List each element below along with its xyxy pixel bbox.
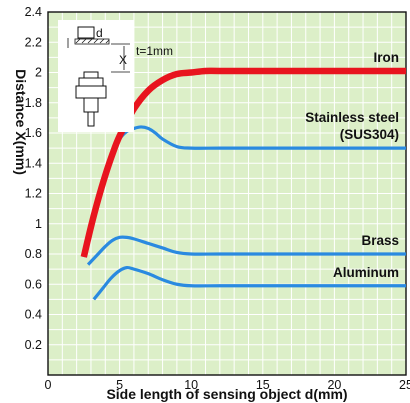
x-tick-label: 5 — [116, 378, 123, 392]
y-axis-title: Distance X(mm) — [13, 69, 29, 175]
y-tick-label: 0.8 — [25, 247, 42, 261]
inset-t-label: t=1mm — [136, 44, 173, 58]
x-tick-label: 10 — [184, 378, 198, 392]
y-tick-label: 1.6 — [25, 126, 42, 140]
series-label: Brass — [361, 233, 399, 248]
x-tick-labels: 0 5 10 15 20 25 — [45, 378, 410, 392]
x-tick-label: 0 — [45, 378, 52, 392]
y-tick-label: 2.2 — [25, 35, 42, 49]
inset-d-label: d — [96, 26, 103, 40]
sensor-inset-diagram: d X t=1mm — [58, 20, 173, 132]
sensor-cable-icon — [87, 111, 95, 127]
x-tick-label: 15 — [256, 378, 270, 392]
y-tick-label: 0.6 — [25, 277, 42, 291]
series-label: (SUS304) — [340, 127, 399, 142]
series-label: Aluminum — [333, 265, 399, 280]
x-tick-label: 20 — [327, 378, 341, 392]
x-tick-label: 25 — [399, 378, 410, 392]
series-line-iron — [80, 67, 406, 258]
plot-frame — [47, 11, 407, 376]
sensor-head-icon — [83, 71, 99, 79]
y-tick-label: 0.2 — [25, 338, 42, 352]
y-tick-labels: 0.2 0.4 0.6 0.8 1 1.2 1.4 1.6 1.8 2 2.2 2.4 — [25, 5, 42, 352]
y-tick-label: 1 — [35, 217, 42, 231]
inset-x-label: X — [119, 53, 127, 67]
y-tick-label: 2.4 — [25, 5, 42, 19]
series-label: Stainless steel — [305, 110, 399, 125]
sensor-nut-icon — [78, 77, 104, 87]
y-tick-label: 2 — [35, 66, 42, 80]
series-line-brass — [86, 235, 406, 266]
target-square-icon — [77, 26, 95, 39]
series-lines — [80, 67, 406, 301]
series-label: Iron — [374, 50, 400, 65]
y-tick-label: 1.4 — [25, 156, 42, 170]
target-plate-icon — [74, 38, 110, 45]
series-line-aluminum — [92, 265, 406, 301]
x-axis-title: Side length of sensing object d(mm) — [106, 386, 347, 402]
y-tick-label: 0.4 — [25, 308, 42, 322]
sensor-neck-icon — [83, 97, 99, 113]
y-tick-label: 1.8 — [25, 96, 42, 110]
y-tick-label: 1.2 — [25, 187, 42, 201]
sensor-body-icon — [75, 85, 107, 99]
series-labels: Iron Stainless steel (SUS304) Brass Aluminum — [305, 50, 399, 280]
